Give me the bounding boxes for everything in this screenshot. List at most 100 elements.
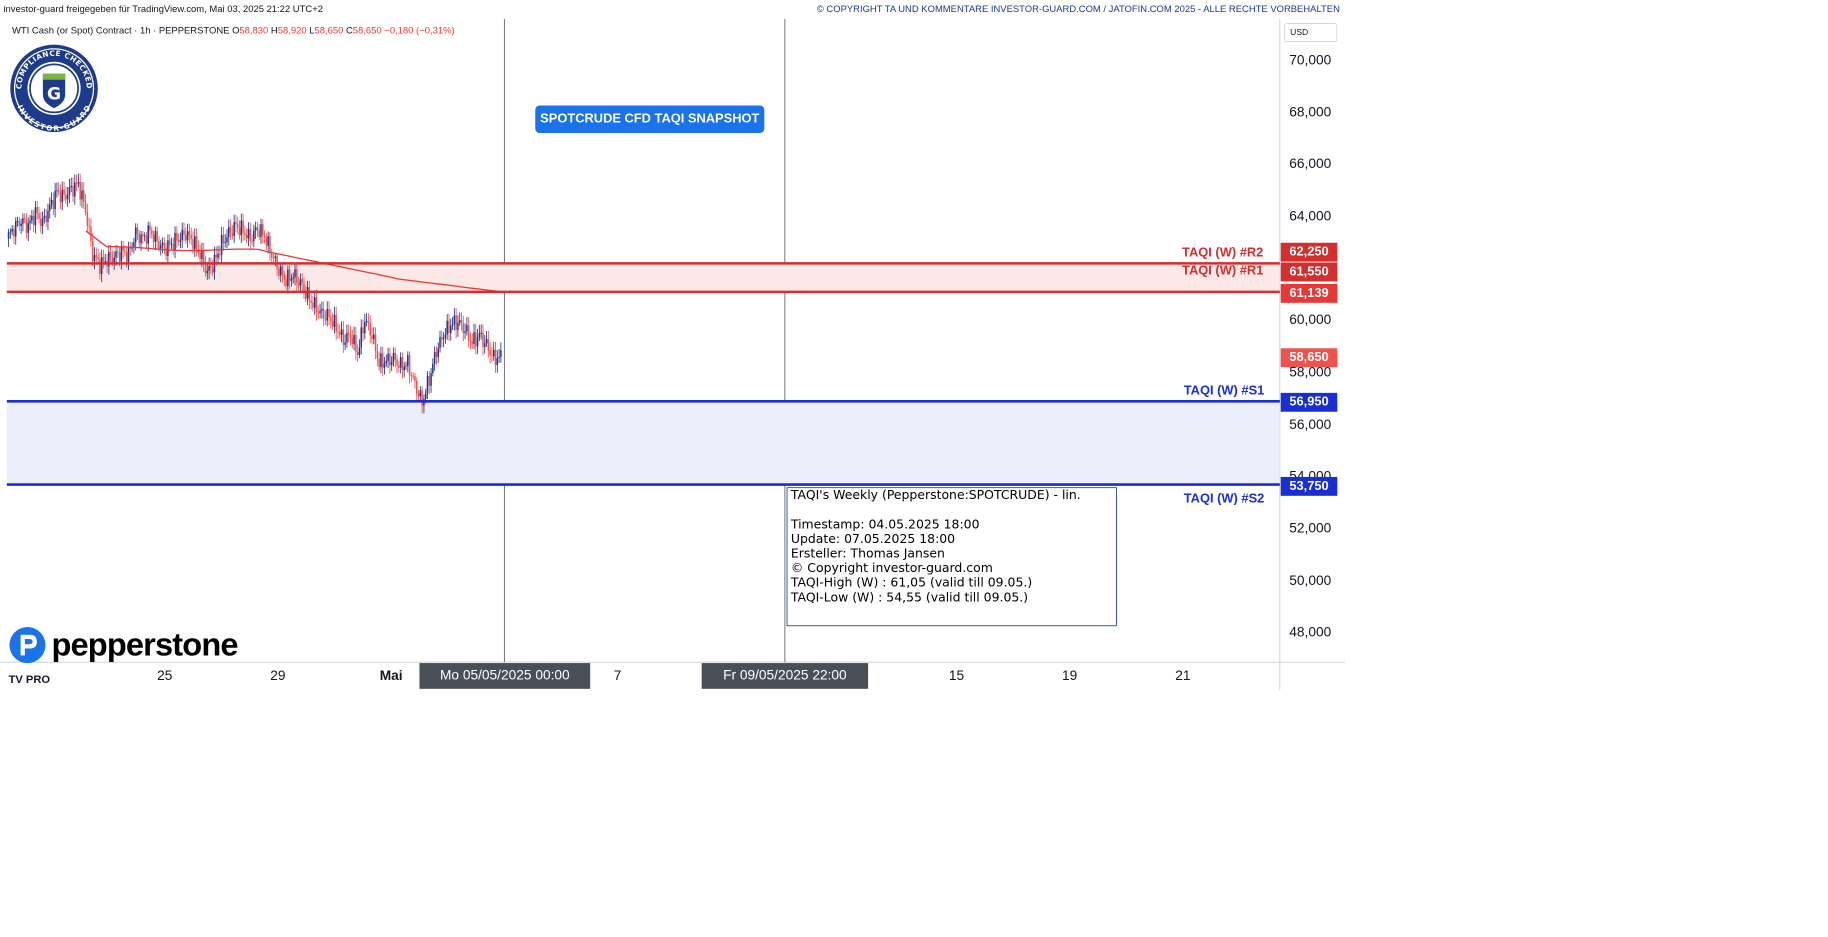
info-taqi-high: TAQI-High (W) : 61,05 (valid till 09.05.… [790, 576, 1033, 591]
candle-body [310, 300, 312, 303]
currency-selector[interactable]: USD [1284, 23, 1338, 43]
candle-body [491, 355, 493, 357]
candle-body [136, 227, 139, 234]
candle-body [467, 325, 470, 341]
candle-body [224, 242, 226, 244]
candle-body [247, 228, 250, 239]
candle-body [475, 332, 477, 347]
candle-body [59, 192, 62, 203]
candle-body [170, 243, 173, 245]
candle-body [462, 323, 465, 334]
candle-body [498, 356, 500, 359]
level-label-s1: TAQI (W) #S1 [1183, 383, 1265, 399]
chart-page: investor-guard freigegeben für TradingVi… [0, 0, 1346, 690]
candle-body [43, 215, 46, 219]
candle-body [90, 226, 92, 241]
candle-body [441, 336, 443, 340]
candle-body [172, 243, 175, 250]
price-chart[interactable] [0, 0, 1346, 690]
candle-body [245, 234, 248, 239]
candle-body [199, 252, 201, 259]
open-label: O [232, 25, 240, 37]
candle-body [161, 242, 164, 245]
candle-body [319, 310, 321, 314]
candle-body [208, 265, 210, 271]
candle-body [449, 325, 452, 333]
candle-body [347, 332, 350, 335]
level-label-s2: TAQI (W) #S2 [1183, 491, 1265, 507]
candle-body [174, 232, 176, 250]
candle-body [301, 279, 303, 284]
candle-body [324, 318, 327, 321]
tradingview-pro-logo[interactable]: TV PRO [8, 672, 51, 686]
candle-body [349, 334, 352, 338]
candle-body [235, 222, 237, 225]
candle-body [202, 250, 205, 265]
candle-body [408, 355, 411, 376]
candle-body [398, 365, 400, 368]
candle-body [108, 251, 110, 267]
candle-body [297, 282, 300, 286]
candle-body [396, 359, 398, 366]
candle-body [270, 252, 273, 258]
price-tick-label: 64,000 [1289, 209, 1332, 224]
candle-body [104, 260, 107, 262]
price-tick-label: 52,000 [1289, 521, 1332, 537]
candle-body [159, 244, 162, 249]
compliance-badge-icon: G COMPLIANCE CHECKED INVESTOR-GUARD [10, 44, 98, 133]
candle-body [448, 320, 450, 333]
candle-body [56, 190, 58, 192]
candle-body [66, 195, 69, 200]
candle-body [142, 234, 144, 237]
candle-body [444, 334, 447, 339]
candle-body [47, 210, 49, 222]
info-title: TAQI's Weekly (Pepperstone:SPOTCRUDE) - … [790, 488, 1081, 503]
candle-body [72, 185, 74, 197]
candle-body [405, 365, 407, 367]
candle-body [287, 269, 289, 287]
pepperstone-icon [9, 627, 46, 664]
candle-body [414, 376, 416, 382]
candle-body [23, 218, 26, 220]
price-tag-s1: 56,950 [1280, 392, 1338, 412]
candle-body [371, 335, 373, 339]
candle-body [403, 366, 405, 371]
candle-body [68, 187, 71, 196]
candle-body [274, 256, 277, 259]
candle-body [54, 190, 56, 210]
candle-body [7, 232, 10, 239]
candle-body [340, 329, 343, 335]
candle-body [88, 225, 90, 227]
candle-body [473, 332, 475, 344]
candle-body [263, 235, 266, 238]
price-tick-label: 60,000 [1289, 313, 1332, 328]
candle-body [74, 182, 76, 197]
candle-body [251, 241, 253, 242]
candle-body [201, 250, 203, 259]
candle-body [84, 202, 87, 213]
candle-body [185, 234, 187, 241]
candle-body [407, 355, 409, 366]
candle-body [77, 181, 80, 184]
time-cursor-label-2: Fr 09/05/2025 22:00 [701, 663, 869, 689]
candle-body [469, 340, 472, 342]
support-zone [6, 401, 1280, 485]
candle-body [93, 255, 96, 262]
candle-body [426, 375, 429, 394]
candle-body [188, 231, 191, 236]
candle-body [296, 269, 298, 283]
candle-body [358, 347, 361, 355]
info-copyright: © Copyright investor-guard.com [790, 561, 993, 576]
candle-body [151, 230, 153, 235]
candle-body [279, 266, 282, 276]
candle-body [330, 317, 332, 322]
candle-body [140, 234, 142, 244]
candle-body [415, 381, 418, 394]
candle-body [215, 254, 218, 258]
candle-body [494, 349, 497, 365]
candle-body [167, 240, 169, 257]
candle-body [417, 393, 420, 397]
candle-body [281, 266, 284, 275]
candle-body [41, 218, 44, 227]
candle-body [14, 221, 17, 237]
